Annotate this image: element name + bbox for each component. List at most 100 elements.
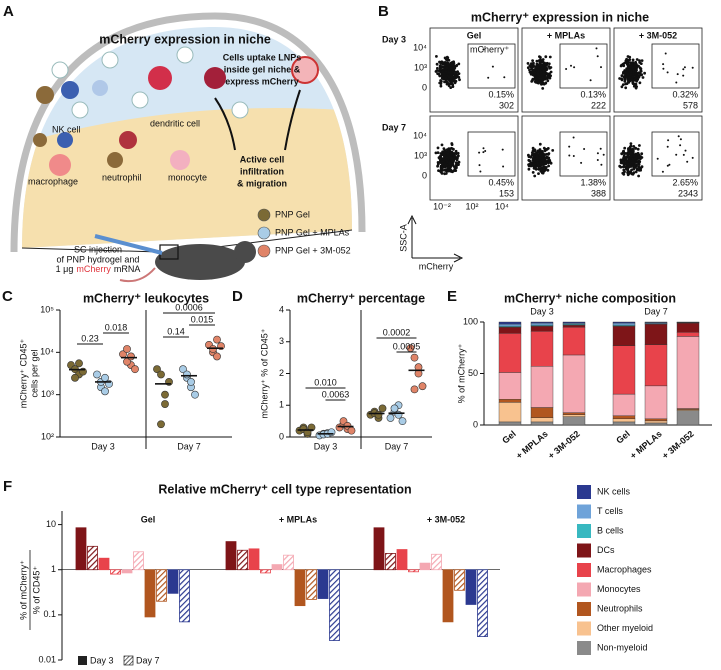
event-dot: [538, 156, 542, 160]
bar: [431, 553, 442, 571]
bar: [156, 569, 167, 602]
event-dot: [450, 142, 454, 145]
event-dot: [534, 66, 538, 69]
tissue: [22, 108, 352, 248]
event-dot: [643, 71, 646, 75]
panel-label: E: [447, 288, 457, 305]
data-point: [157, 420, 165, 429]
event-dot: [455, 158, 459, 162]
bar-segment: [498, 372, 522, 400]
bar-segment: [498, 399, 522, 403]
event-dot: [630, 172, 634, 176]
data-point: [161, 390, 169, 399]
mouse-tail: [119, 267, 156, 283]
data-point: [161, 400, 169, 408]
event-dot: [662, 67, 665, 70]
event-dot: [443, 56, 447, 60]
data-point: [123, 345, 131, 353]
event-dot: [454, 169, 458, 173]
event-dot: [539, 58, 542, 61]
bar: [442, 569, 454, 623]
bar-segment: [612, 415, 636, 420]
p-value: 0.14: [167, 326, 185, 336]
y-tick-label: 1: [51, 564, 56, 574]
event-dot: [452, 64, 456, 67]
event-dot: [478, 164, 481, 167]
event-dot: [637, 155, 640, 159]
event-dot: [595, 47, 598, 50]
bar: [454, 569, 465, 591]
bar-segment: [562, 326, 586, 356]
row-label: Day 3: [382, 34, 406, 44]
bar: [75, 527, 87, 571]
event-dot: [444, 70, 448, 73]
event-dot: [572, 136, 575, 139]
event-dot: [600, 66, 602, 69]
syringe: [94, 234, 163, 255]
event-dot: [452, 152, 456, 156]
gate-percent: 1.38%: [580, 177, 606, 187]
legend-swatch: [577, 582, 591, 597]
bar-segment: [498, 421, 522, 426]
x-tick-label: Day 7: [385, 441, 409, 451]
event-dot: [633, 164, 637, 168]
panel-label: B: [378, 3, 389, 20]
event-dot: [629, 144, 633, 148]
y-tick-label: 2: [279, 368, 284, 378]
event-dot: [531, 146, 535, 150]
event-dot: [640, 59, 644, 62]
event-dot: [667, 139, 670, 142]
x-tick-label: Gel: [500, 429, 518, 446]
legend-label: Other myeloid: [597, 623, 653, 633]
event-dot: [622, 156, 626, 160]
bar: [419, 562, 431, 571]
event-dot: [535, 59, 539, 63]
gate-percent: 0.32%: [672, 89, 698, 99]
bar-segment: [562, 414, 586, 417]
event-dot: [440, 162, 444, 165]
bar: [283, 554, 294, 571]
legend-swatch: [577, 485, 591, 499]
event-dot: [530, 67, 534, 71]
event-dot: [691, 156, 694, 159]
column-label: + 3M-052: [639, 30, 677, 40]
event-dot: [629, 142, 633, 146]
event-dot: [632, 82, 636, 86]
event-dot: [620, 77, 623, 81]
event-dot: [451, 147, 455, 151]
event-dot: [545, 61, 549, 65]
event-dot: [632, 154, 636, 158]
event-dot: [632, 167, 636, 171]
event-dot: [628, 162, 632, 166]
event-dot: [631, 147, 635, 151]
event-dot: [455, 164, 458, 168]
event-dot: [637, 71, 641, 75]
y-tick-label: 10⁵: [40, 304, 54, 314]
bar-segment: [676, 322, 700, 333]
event-dot: [691, 66, 694, 69]
cell-label: NK cell: [52, 124, 81, 134]
event-dot: [625, 82, 629, 85]
event-dot: [447, 58, 451, 62]
event-dot: [682, 153, 685, 156]
legend-swatch: [577, 602, 591, 616]
bar-segment: [562, 416, 586, 426]
event-dot: [622, 64, 626, 68]
event-dot: [624, 157, 628, 160]
event-dot: [538, 142, 542, 146]
annotation: SC injection: [74, 244, 122, 254]
event-dot: [539, 80, 543, 84]
event-dot: [666, 145, 669, 148]
event-dot: [632, 145, 636, 148]
bar: [260, 569, 271, 574]
event-dot: [602, 153, 605, 156]
event-dot: [573, 66, 576, 69]
event-dot: [528, 70, 532, 74]
event-dot: [542, 72, 546, 76]
chart-title: mCherry⁺ niche composition: [504, 291, 676, 305]
event-dot: [626, 162, 630, 166]
event-dot: [627, 155, 630, 159]
event-count: 2343: [678, 188, 698, 198]
group-label: Gel: [141, 514, 156, 524]
bar-segment: [498, 321, 522, 325]
